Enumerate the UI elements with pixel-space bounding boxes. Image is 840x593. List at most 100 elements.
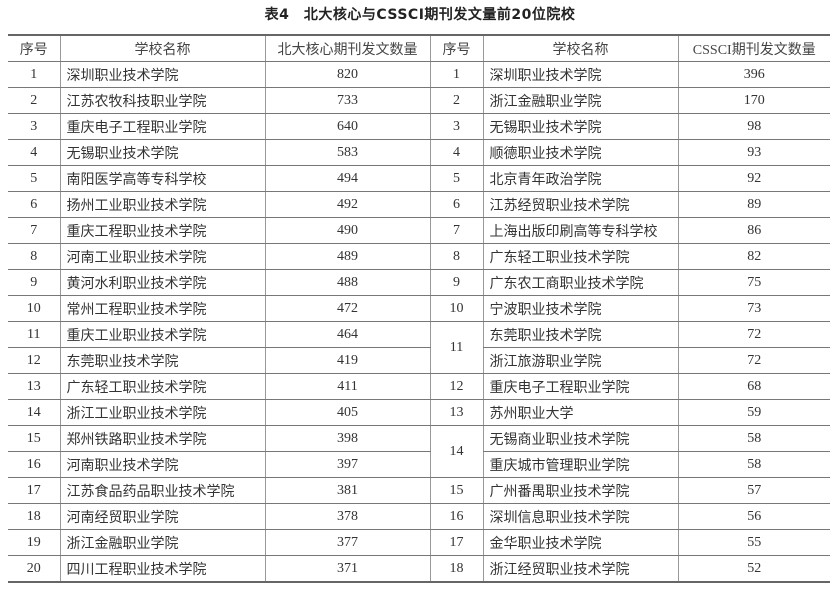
- left-count-cell: 492: [264, 191, 430, 218]
- right-school-cell: 浙江旅游职业学院: [482, 347, 678, 374]
- right-count-cell: 86: [677, 217, 830, 244]
- left-school-cell: 河南工业职业技术学院: [59, 243, 265, 270]
- header-right-count: CSSCI期刊发文数量: [677, 35, 830, 62]
- left-count-cell: 397: [264, 451, 430, 478]
- right-count-cell: 170: [677, 87, 830, 114]
- table-row: 7 重庆工程职业技术学院 490 7 上海出版印刷高等专科学校 86: [8, 217, 830, 244]
- right-school-cell: 无锡商业职业技术学院: [482, 425, 678, 452]
- left-count-cell: 371: [264, 555, 430, 583]
- left-school-cell: 河南职业技术学院: [59, 451, 265, 478]
- left-school-cell: 东莞职业技术学院: [59, 347, 265, 374]
- table-row: 16 河南职业技术学院 397 重庆城市管理职业学院 58: [8, 451, 830, 478]
- header-left-count: 北大核心期刊发文数量: [264, 35, 430, 62]
- left-rank-cell: 9: [8, 269, 60, 296]
- right-school-cell: 宁波职业技术学院: [482, 295, 678, 322]
- right-school-cell: 金华职业技术学院: [482, 529, 678, 556]
- left-count-cell: 820: [264, 61, 430, 88]
- left-rank-cell: 7: [8, 217, 60, 244]
- right-rank-cell: 7: [429, 217, 483, 244]
- right-school-cell: 苏州职业大学: [482, 399, 678, 426]
- right-rank-cell: 2: [429, 87, 483, 114]
- table-row: 13 广东轻工职业技术学院 411 12 重庆电子工程职业学院 68: [8, 373, 830, 400]
- right-school-cell: 东莞职业技术学院: [482, 321, 678, 348]
- left-rank-cell: 15: [8, 425, 60, 452]
- right-rank-cell: 10: [429, 295, 483, 322]
- left-school-cell: 无锡职业技术学院: [59, 139, 265, 166]
- right-rank-cell: 3: [429, 113, 483, 140]
- left-count-cell: 405: [264, 399, 430, 426]
- right-school-cell: 北京青年政治学院: [482, 165, 678, 192]
- right-count-cell: 58: [677, 451, 830, 478]
- left-school-cell: 广东轻工职业技术学院: [59, 373, 265, 400]
- table-row: 20 四川工程职业技术学院 371 18 浙江经贸职业技术学院 52: [8, 555, 830, 583]
- left-school-cell: 四川工程职业技术学院: [59, 555, 265, 583]
- right-rank-cell: 5: [429, 165, 483, 192]
- left-count-cell: 398: [264, 425, 430, 452]
- left-rank-cell: 16: [8, 451, 60, 478]
- left-count-cell: 377: [264, 529, 430, 556]
- left-school-cell: 重庆工业职业技术学院: [59, 321, 265, 348]
- left-school-cell: 扬州工业职业技术学院: [59, 191, 265, 218]
- left-rank-cell: 12: [8, 347, 60, 374]
- table-row: 18 河南经贸职业学院 378 16 深圳信息职业技术学院 56: [8, 503, 830, 530]
- ranking-table: 序号 学校名称 北大核心期刊发文数量 序号 学校名称 CSSCI期刊发文数量 1…: [8, 34, 830, 583]
- table-row: 8 河南工业职业技术学院 489 8 广东轻工职业技术学院 82: [8, 243, 830, 270]
- left-school-cell: 重庆电子工程职业学院: [59, 113, 265, 140]
- left-rank-cell: 4: [8, 139, 60, 166]
- right-school-cell: 广东轻工职业技术学院: [482, 243, 678, 270]
- left-count-cell: 489: [264, 243, 430, 270]
- right-count-cell: 72: [677, 347, 830, 374]
- left-count-cell: 411: [264, 373, 430, 400]
- left-school-cell: 河南经贸职业学院: [59, 503, 265, 530]
- left-school-cell: 郑州铁路职业技术学院: [59, 425, 265, 452]
- left-rank-cell: 20: [8, 555, 60, 583]
- right-school-cell: 重庆电子工程职业学院: [482, 373, 678, 400]
- left-school-cell: 江苏食品药品职业技术学院: [59, 477, 265, 504]
- left-rank-cell: 18: [8, 503, 60, 530]
- table-row: 1 深圳职业技术学院 820 1 深圳职业技术学院 396: [8, 61, 830, 88]
- left-count-cell: 640: [264, 113, 430, 140]
- table-row: 14 浙江工业职业技术学院 405 13 苏州职业大学 59: [8, 399, 830, 426]
- right-count-cell: 82: [677, 243, 830, 270]
- left-school-cell: 浙江工业职业技术学院: [59, 399, 265, 426]
- right-count-cell: 58: [677, 425, 830, 452]
- right-rank-cell: 9: [429, 269, 483, 296]
- right-rank-cell: 4: [429, 139, 483, 166]
- left-school-cell: 浙江金融职业学院: [59, 529, 265, 556]
- header-right-rank: 序号: [429, 35, 483, 62]
- table-row: 3 重庆电子工程职业学院 640 3 无锡职业技术学院 98: [8, 113, 830, 140]
- left-count-cell: 378: [264, 503, 430, 530]
- table-row: 6 扬州工业职业技术学院 492 6 江苏经贸职业技术学院 89: [8, 191, 830, 218]
- right-count-cell: 59: [677, 399, 830, 426]
- right-count-cell: 93: [677, 139, 830, 166]
- right-count-cell: 89: [677, 191, 830, 218]
- table-row: 11 重庆工业职业技术学院 464 11 东莞职业技术学院 72: [8, 321, 830, 374]
- left-count-cell: 419: [264, 347, 430, 374]
- header-row: 序号 学校名称 北大核心期刊发文数量 序号 学校名称 CSSCI期刊发文数量: [8, 35, 830, 62]
- left-count-cell: 733: [264, 87, 430, 114]
- left-rank-cell: 6: [8, 191, 60, 218]
- right-rank-cell: 8: [429, 243, 483, 270]
- left-school-cell: 黄河水利职业技术学院: [59, 269, 265, 296]
- right-count-cell: 57: [677, 477, 830, 504]
- right-count-cell: 75: [677, 269, 830, 296]
- left-rank-cell: 8: [8, 243, 60, 270]
- header-left-name: 学校名称: [59, 35, 265, 62]
- left-rank-cell: 10: [8, 295, 60, 322]
- right-count-cell: 396: [677, 61, 830, 88]
- left-school-cell: 江苏农牧科技职业学院: [59, 87, 265, 114]
- left-count-cell: 464: [264, 321, 430, 348]
- table-row: 17 江苏食品药品职业技术学院 381 15 广州番禺职业技术学院 57: [8, 477, 830, 504]
- right-rank-cell: 16: [429, 503, 483, 530]
- right-count-cell: 56: [677, 503, 830, 530]
- table-row: 19 浙江金融职业学院 377 17 金华职业技术学院 55: [8, 529, 830, 556]
- table-row: 15 郑州铁路职业技术学院 398 14 无锡商业职业技术学院 58: [8, 425, 830, 478]
- left-count-cell: 583: [264, 139, 430, 166]
- left-count-cell: 494: [264, 165, 430, 192]
- left-rank-cell: 5: [8, 165, 60, 192]
- right-school-cell: 无锡职业技术学院: [482, 113, 678, 140]
- right-count-cell: 73: [677, 295, 830, 322]
- right-school-cell: 深圳职业技术学院: [482, 61, 678, 88]
- right-rank-cell: 17: [429, 529, 483, 556]
- header-left-rank: 序号: [8, 35, 60, 62]
